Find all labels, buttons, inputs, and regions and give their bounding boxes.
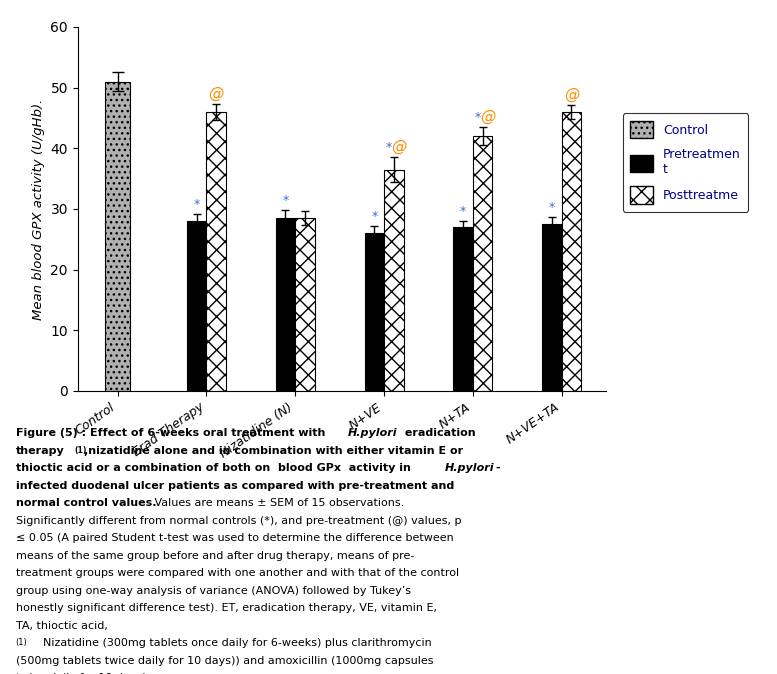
Text: group using one-way analysis of variance (ANOVA) followed by Tukey’s: group using one-way analysis of variance… — [16, 586, 410, 596]
Text: @: @ — [392, 140, 407, 154]
Text: (1): (1) — [16, 638, 27, 647]
Text: Nizatidine (300mg tablets once daily for 6-weeks) plus clarithromycin: Nizatidine (300mg tablets once daily for… — [43, 638, 431, 648]
Bar — [542, 224, 562, 391]
Text: (1): (1) — [75, 446, 87, 454]
Text: @: @ — [208, 86, 224, 101]
Bar — [364, 233, 384, 391]
Text: @: @ — [480, 109, 496, 124]
Text: means of the same group before and after drug therapy, means of pre-: means of the same group before and after… — [16, 551, 414, 561]
Text: thioctic acid or a combination of both on  blood GPx  activity in: thioctic acid or a combination of both o… — [16, 463, 414, 473]
Text: @: @ — [564, 86, 579, 102]
Bar — [207, 112, 226, 391]
Legend: Control, Pretreatmen
t, Posttreatme: Control, Pretreatmen t, Posttreatme — [623, 113, 748, 212]
Text: H.pylori: H.pylori — [445, 463, 495, 473]
Bar — [187, 221, 207, 391]
Bar — [453, 227, 473, 391]
Text: Figure (5) : Effect of 6-weeks oral treatment with: Figure (5) : Effect of 6-weeks oral trea… — [16, 428, 329, 438]
Text: eradication: eradication — [401, 428, 476, 438]
Y-axis label: Mean blood GPX activity (U/gHb).: Mean blood GPX activity (U/gHb). — [32, 98, 45, 319]
Text: TA, thioctic acid,: TA, thioctic acid, — [16, 621, 107, 631]
Bar — [384, 170, 403, 391]
Text: *: * — [282, 194, 288, 207]
Text: (500mg tablets twice daily for 10 days)) and amoxicillin (1000mg capsules: (500mg tablets twice daily for 10 days))… — [16, 656, 433, 666]
Text: Values are means ± SEM of 15 observations.: Values are means ± SEM of 15 observation… — [151, 498, 404, 508]
Text: -: - — [496, 463, 500, 473]
Text: ,nizatidine alone and in combination with either vitamin E or: ,nizatidine alone and in combination wit… — [84, 446, 463, 456]
Text: H.pylori: H.pylori — [347, 428, 397, 438]
Text: therapy: therapy — [16, 446, 64, 456]
Bar — [105, 82, 131, 391]
Bar — [562, 112, 581, 391]
Text: Significantly different from normal controls (*), and pre-treatment (@) values, : Significantly different from normal cont… — [16, 516, 461, 526]
Text: *: * — [371, 210, 378, 223]
Text: *: * — [385, 142, 392, 154]
Bar — [276, 218, 295, 391]
Text: honestly significant difference test). ET, eradication therapy, VE, vitamin E,: honestly significant difference test). E… — [16, 603, 437, 613]
Text: infected duodenal ulcer patients as compared with pre-treatment and: infected duodenal ulcer patients as comp… — [16, 481, 454, 491]
Text: *: * — [460, 205, 466, 218]
Bar — [473, 136, 493, 391]
Text: ≤ 0.05 (A paired Student t-test was used to determine the difference between: ≤ 0.05 (A paired Student t-test was used… — [16, 533, 453, 543]
Text: normal control values.: normal control values. — [16, 498, 156, 508]
Text: *: * — [193, 197, 200, 211]
Text: *: * — [474, 111, 480, 124]
Text: treatment groups were compared with one another and with that of the control: treatment groups were compared with one … — [16, 568, 458, 578]
Text: *: * — [549, 201, 555, 214]
Bar — [295, 218, 315, 391]
